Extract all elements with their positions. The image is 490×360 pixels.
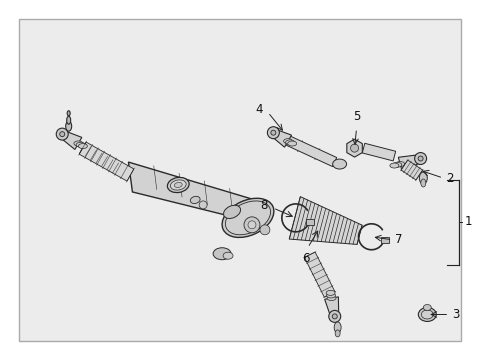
Text: 3: 3 (452, 308, 460, 321)
Text: 1: 1 (465, 215, 473, 228)
Polygon shape (281, 134, 337, 167)
Text: 4: 4 (255, 103, 263, 116)
Polygon shape (347, 139, 362, 157)
Circle shape (244, 217, 260, 233)
Polygon shape (79, 142, 134, 181)
Ellipse shape (423, 305, 431, 310)
Polygon shape (61, 131, 82, 149)
Ellipse shape (222, 198, 274, 238)
Ellipse shape (60, 132, 65, 136)
Text: 8: 8 (261, 199, 268, 212)
Ellipse shape (326, 293, 336, 298)
Ellipse shape (225, 201, 270, 235)
Ellipse shape (418, 307, 436, 321)
Circle shape (199, 201, 207, 209)
Ellipse shape (171, 180, 186, 190)
Bar (306, 219, 314, 225)
Ellipse shape (67, 111, 70, 116)
Polygon shape (304, 252, 335, 297)
Ellipse shape (333, 159, 346, 169)
Ellipse shape (213, 248, 231, 260)
Ellipse shape (56, 128, 68, 140)
Ellipse shape (67, 116, 71, 124)
Ellipse shape (288, 141, 296, 146)
Ellipse shape (395, 162, 405, 166)
Circle shape (260, 225, 270, 235)
Polygon shape (289, 197, 362, 244)
Ellipse shape (421, 310, 433, 319)
Ellipse shape (326, 291, 335, 295)
Text: 2: 2 (446, 171, 454, 185)
Ellipse shape (393, 162, 402, 167)
Ellipse shape (271, 130, 276, 135)
Ellipse shape (78, 144, 87, 149)
Ellipse shape (419, 172, 427, 184)
Polygon shape (398, 155, 420, 171)
Ellipse shape (66, 121, 72, 131)
Circle shape (350, 144, 359, 152)
Ellipse shape (334, 322, 341, 333)
Ellipse shape (284, 139, 293, 144)
Ellipse shape (286, 140, 294, 145)
Ellipse shape (332, 314, 337, 319)
Circle shape (248, 221, 256, 229)
Ellipse shape (174, 183, 182, 188)
Text: 7: 7 (395, 233, 403, 246)
Ellipse shape (268, 127, 279, 139)
Ellipse shape (415, 153, 427, 165)
Ellipse shape (76, 142, 85, 147)
Bar (381, 237, 389, 243)
Polygon shape (80, 144, 118, 172)
Ellipse shape (223, 205, 241, 219)
Ellipse shape (329, 310, 341, 322)
Ellipse shape (418, 156, 423, 161)
Ellipse shape (390, 163, 399, 168)
Ellipse shape (168, 177, 189, 193)
Polygon shape (272, 130, 292, 147)
Ellipse shape (421, 179, 426, 187)
Text: 6: 6 (302, 252, 310, 265)
Ellipse shape (223, 252, 233, 259)
Ellipse shape (335, 330, 340, 337)
Ellipse shape (327, 296, 336, 301)
Polygon shape (401, 160, 423, 180)
Ellipse shape (74, 141, 83, 146)
Polygon shape (362, 143, 395, 161)
Ellipse shape (190, 196, 200, 203)
Polygon shape (325, 297, 339, 316)
Polygon shape (128, 162, 265, 225)
Text: 5: 5 (353, 110, 360, 123)
